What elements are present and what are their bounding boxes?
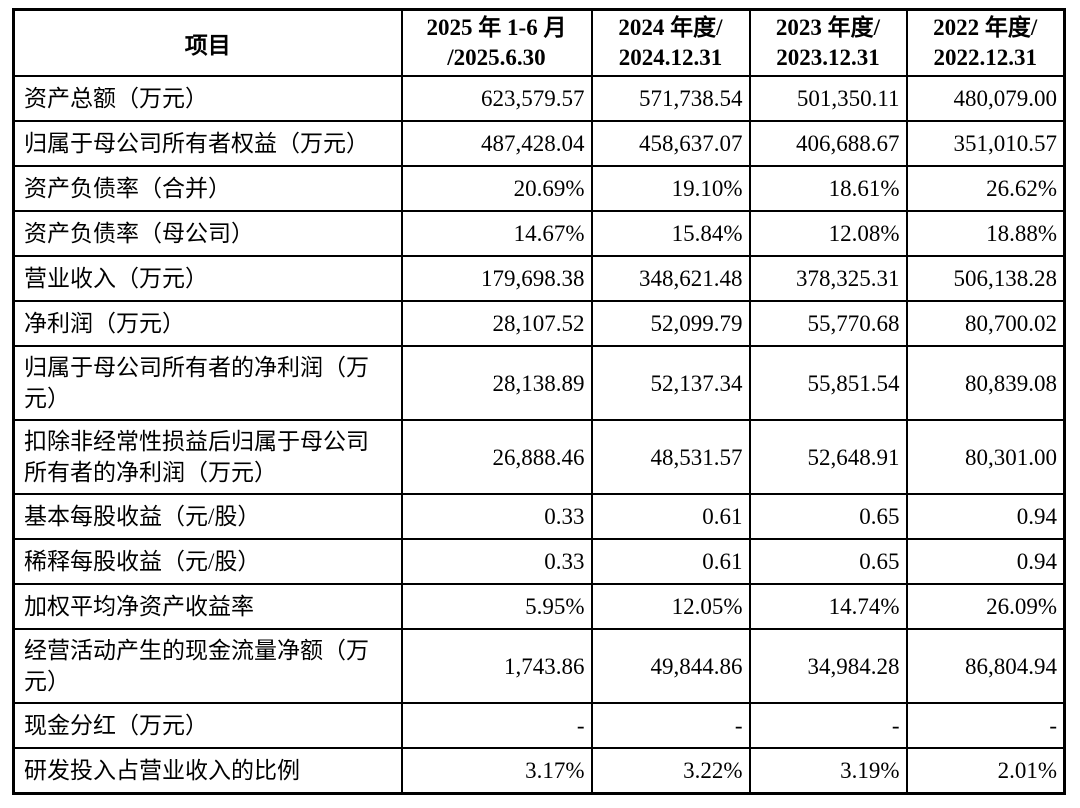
row-value: 26.62% [905,165,1066,212]
row-value: 18.88% [905,210,1066,257]
row-value: 506,138.28 [905,255,1066,302]
row-value: 49,844.86 [590,628,751,704]
row-value: 378,325.31 [748,255,908,302]
row-item-label: 资产负债率（母公司） [12,210,403,257]
row-value: 406,688.67 [748,120,908,167]
row-value: 86,804.94 [905,628,1066,704]
row-value: 19.10% [590,165,751,212]
table-row: 经营活动产生的现金流量净额（万元） 1,743.86 49,844.86 34,… [12,628,1066,704]
row-item-label: 净利润（万元） [12,300,403,347]
table-header: 项目 2025 年 1-6 月 /2025.6.30 2024 年度/ 2024… [12,8,1066,77]
table-row: 归属于母公司所有者权益（万元） 487,428.04 458,637.07 40… [12,120,1066,167]
row-value: 3.17% [400,747,593,794]
table-row: 净利润（万元） 28,107.52 52,099.79 55,770.68 80… [12,300,1066,347]
period-column-header-2025: 2025 年 1-6 月 /2025.6.30 [400,8,593,77]
row-value: 80,839.08 [905,345,1066,421]
financial-summary-table-container: 项目 2025 年 1-6 月 /2025.6.30 2024 年度/ 2024… [12,8,1080,795]
row-value: 179,698.38 [400,255,593,302]
row-value: 0.94 [905,538,1066,585]
row-value: 348,621.48 [590,255,751,302]
row-value: - [590,702,751,749]
row-value: 351,010.57 [905,120,1066,167]
table-row: 资产负债率（合并） 20.69% 19.10% 18.61% 26.62% [12,165,1066,212]
row-value: 0.94 [905,493,1066,540]
row-item-label: 加权平均净资产收益率 [12,583,403,630]
row-value: 14.74% [748,583,908,630]
row-value: - [400,702,593,749]
row-value: 487,428.04 [400,120,593,167]
table-row: 基本每股收益（元/股） 0.33 0.61 0.65 0.94 [12,493,1066,540]
table-header-row: 项目 2025 年 1-6 月 /2025.6.30 2024 年度/ 2024… [12,8,1066,77]
row-value: 0.61 [590,493,751,540]
row-value: 52,137.34 [590,345,751,421]
table-body: 资产总额（万元） 623,579.57 571,738.54 501,350.1… [12,75,1066,794]
table-row: 现金分红（万元） - - - - [12,702,1066,749]
row-value: 458,637.07 [590,120,751,167]
row-item-label: 扣除非经常性损益后归属于母公司所有者的净利润（万元） [12,419,403,495]
row-value: - [748,702,908,749]
row-value: 26.09% [905,583,1066,630]
row-value: 0.61 [590,538,751,585]
row-value: 55,770.68 [748,300,908,347]
row-item-label: 归属于母公司所有者的净利润（万元） [12,345,403,421]
row-value: 12.05% [590,583,751,630]
row-value: 80,301.00 [905,419,1066,495]
table-row: 资产负债率（母公司） 14.67% 15.84% 12.08% 18.88% [12,210,1066,257]
item-column-header: 项目 [12,8,403,77]
table-row: 研发投入占营业收入的比例 3.17% 3.22% 3.19% 2.01% [12,747,1066,794]
row-value: 20.69% [400,165,593,212]
row-value: 2.01% [905,747,1066,794]
row-item-label: 资产负债率（合并） [12,165,403,212]
row-value: 28,107.52 [400,300,593,347]
row-value: 501,350.11 [748,75,908,122]
row-value: 12.08% [748,210,908,257]
row-item-label: 现金分红（万元） [12,702,403,749]
row-value: 52,648.91 [748,419,908,495]
table-row: 归属于母公司所有者的净利润（万元） 28,138.89 52,137.34 55… [12,345,1066,421]
row-value: 80,700.02 [905,300,1066,347]
row-item-label: 研发投入占营业收入的比例 [12,747,403,794]
row-item-label: 归属于母公司所有者权益（万元） [12,120,403,167]
table-row: 稀释每股收益（元/股） 0.33 0.61 0.65 0.94 [12,538,1066,585]
row-value: 28,138.89 [400,345,593,421]
row-value: 52,099.79 [590,300,751,347]
row-item-label: 稀释每股收益（元/股） [12,538,403,585]
table-row: 加权平均净资产收益率 5.95% 12.05% 14.74% 26.09% [12,583,1066,630]
row-value: 15.84% [590,210,751,257]
row-value: 26,888.46 [400,419,593,495]
row-value: 623,579.57 [400,75,593,122]
row-value: 0.33 [400,493,593,540]
financial-summary-table: 项目 2025 年 1-6 月 /2025.6.30 2024 年度/ 2024… [12,8,1066,795]
period-column-header-2022: 2022 年度/ 2022.12.31 [905,8,1066,77]
period-column-header-2023: 2023 年度/ 2023.12.31 [748,8,908,77]
table-row: 资产总额（万元） 623,579.57 571,738.54 501,350.1… [12,75,1066,122]
row-value: 3.19% [748,747,908,794]
row-value: 18.61% [748,165,908,212]
row-value: 34,984.28 [748,628,908,704]
row-value: 55,851.54 [748,345,908,421]
period-column-header-2024: 2024 年度/ 2024.12.31 [590,8,751,77]
row-value: 5.95% [400,583,593,630]
row-value: 0.65 [748,493,908,540]
table-row: 扣除非经常性损益后归属于母公司所有者的净利润（万元） 26,888.46 48,… [12,419,1066,495]
row-item-label: 基本每股收益（元/股） [12,493,403,540]
table-row: 营业收入（万元） 179,698.38 348,621.48 378,325.3… [12,255,1066,302]
row-value: 1,743.86 [400,628,593,704]
row-item-label: 营业收入（万元） [12,255,403,302]
row-value: 571,738.54 [590,75,751,122]
row-value: 48,531.57 [590,419,751,495]
row-item-label: 资产总额（万元） [12,75,403,122]
row-value: 0.33 [400,538,593,585]
row-value: 480,079.00 [905,75,1066,122]
row-value: 14.67% [400,210,593,257]
row-value: 0.65 [748,538,908,585]
row-item-label: 经营活动产生的现金流量净额（万元） [12,628,403,704]
row-value: - [905,702,1066,749]
row-value: 3.22% [590,747,751,794]
